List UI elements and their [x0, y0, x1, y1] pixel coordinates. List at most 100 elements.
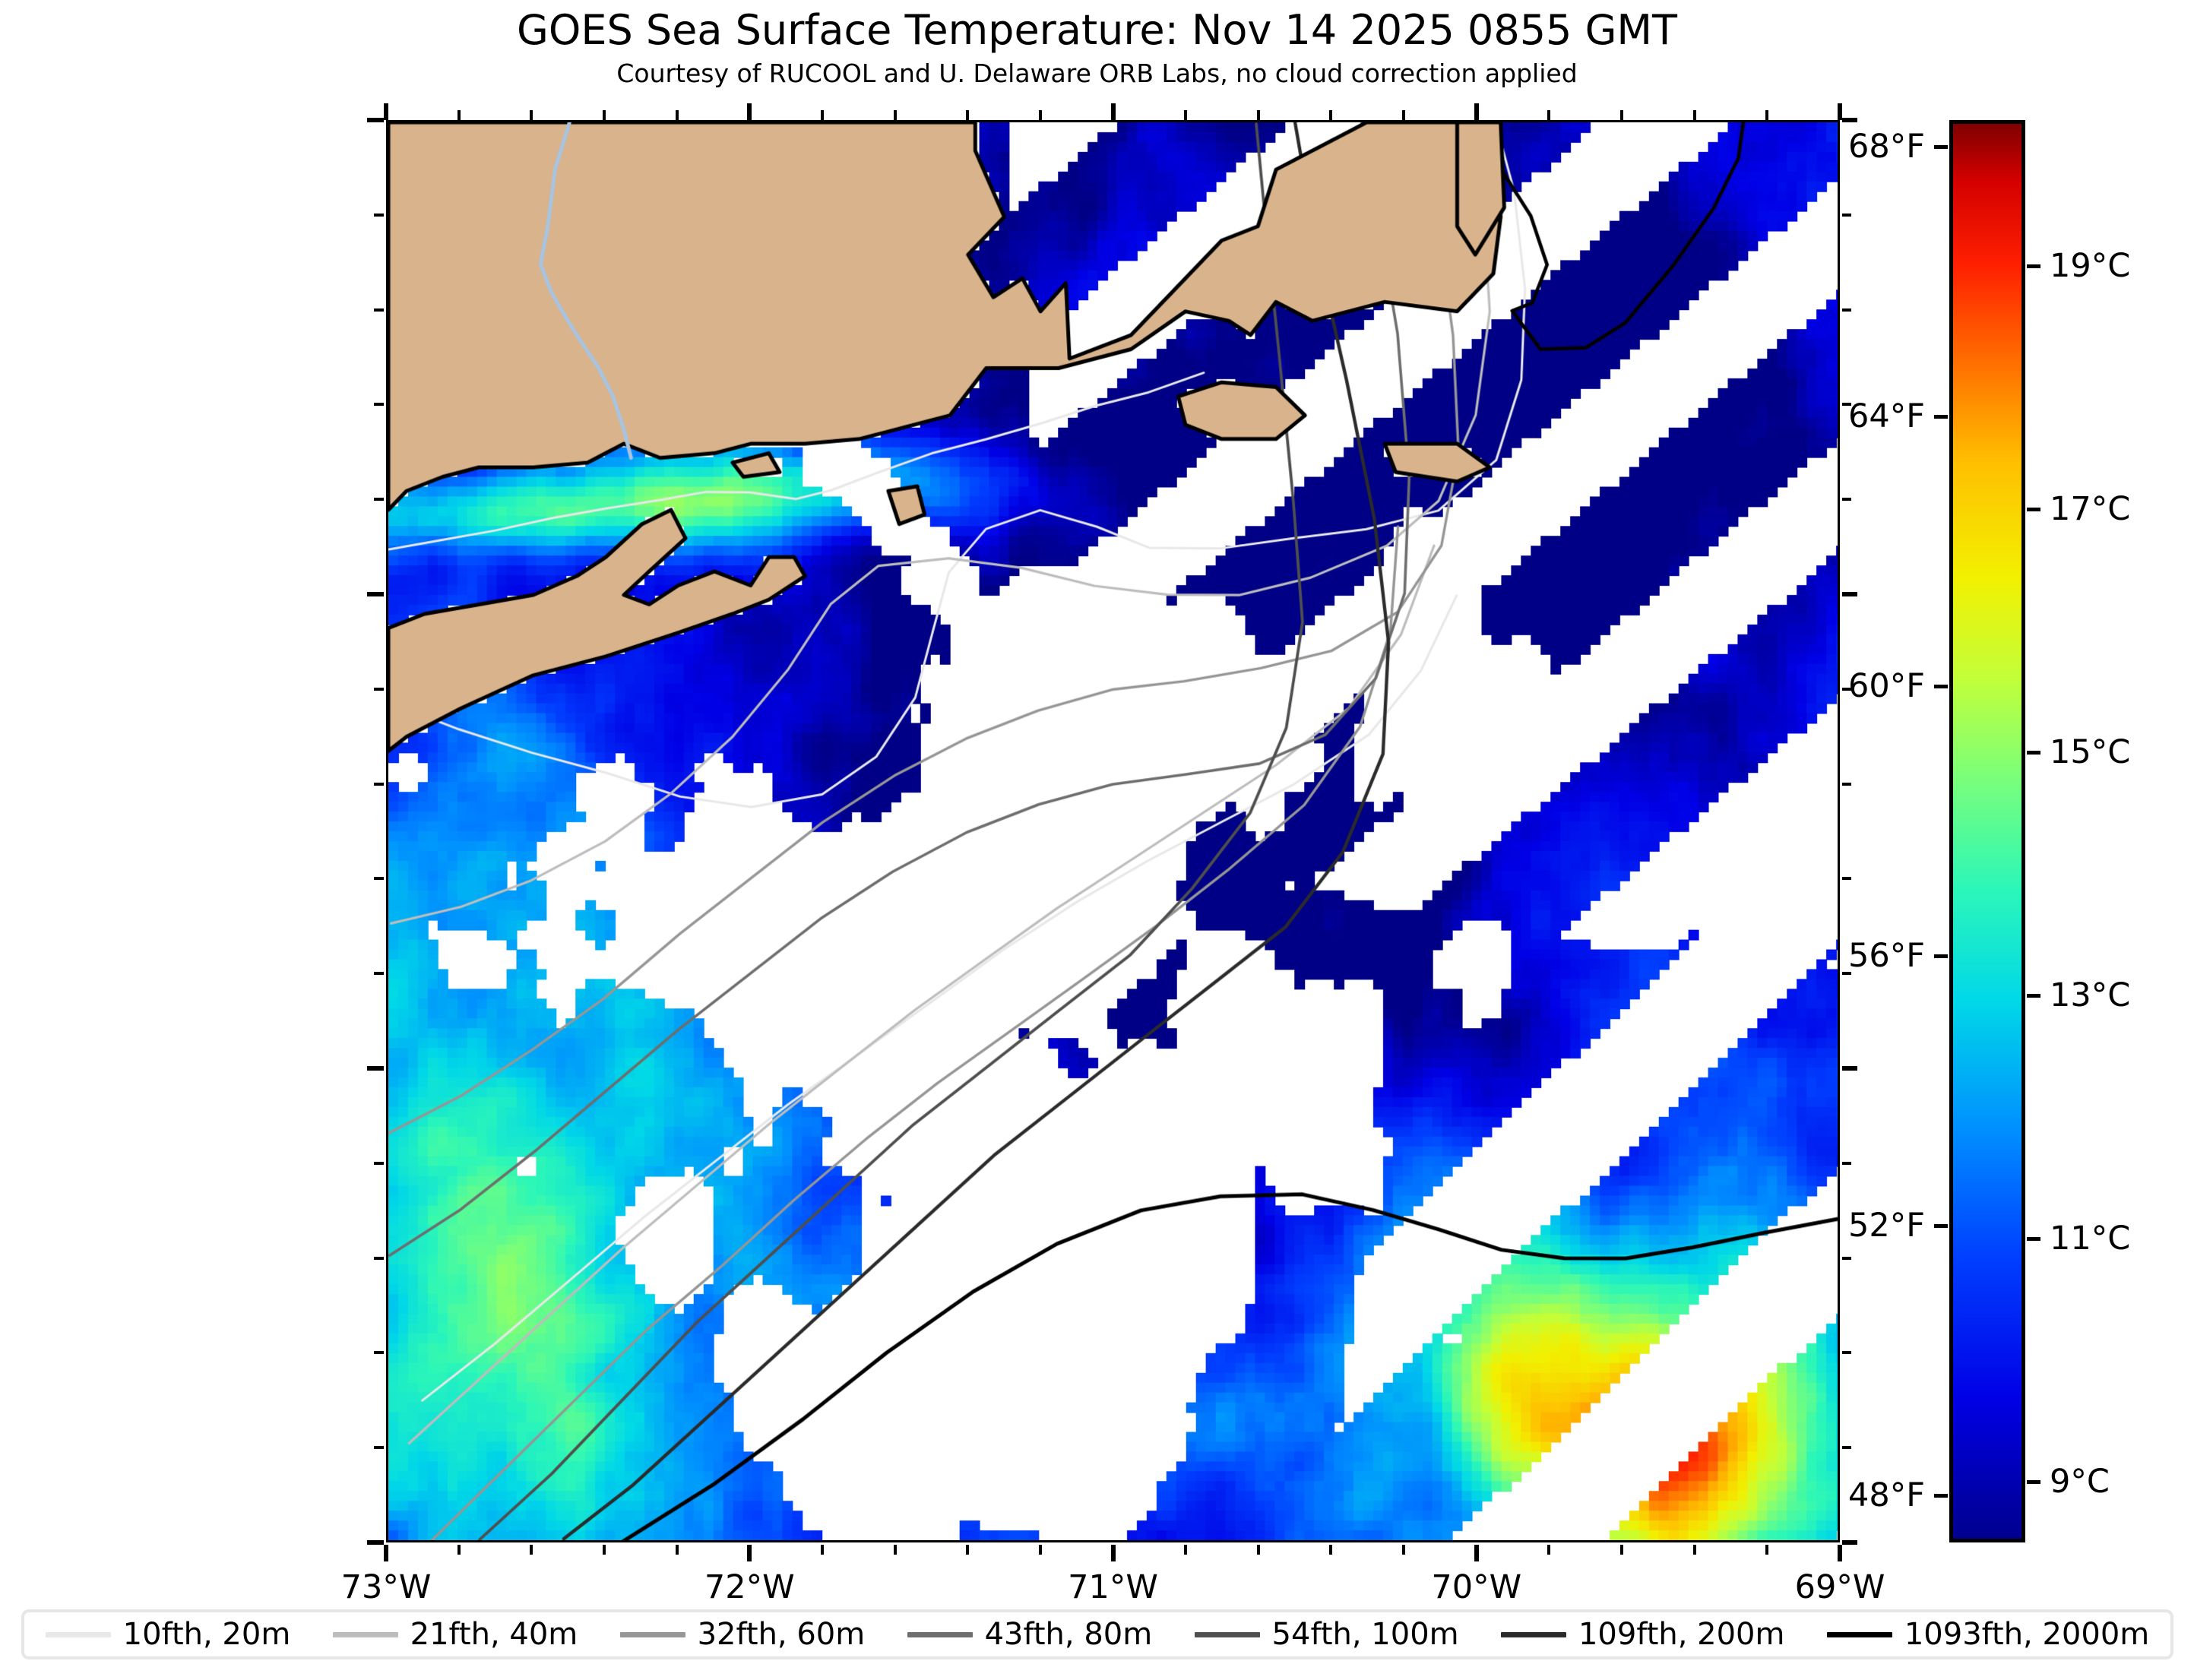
y-tick-minor	[374, 687, 384, 691]
x-tick-minor	[893, 1545, 897, 1555]
colorbar-label-c: 11°C	[2050, 1220, 2131, 1258]
x-tick-minor	[1620, 1545, 1624, 1555]
legend-item: 109fth, 200m	[1500, 1617, 1785, 1652]
x-tick-label: 70°W	[1431, 1568, 1522, 1606]
x-tick-minor	[820, 1545, 824, 1555]
y-tick-minor-right	[1842, 1161, 1851, 1165]
colorbar-tick-f	[1934, 415, 1948, 419]
colorbar-label-c: 19°C	[2050, 247, 2131, 285]
colorbar-tick-c	[2027, 751, 2040, 755]
legend-item-label: 43fth, 80m	[984, 1617, 1153, 1652]
y-tick-minor-right	[1842, 972, 1851, 976]
x-tick-major-top	[1838, 103, 1842, 120]
x-tick-minor-top	[1184, 110, 1188, 120]
x-tick-minor-top	[1620, 110, 1624, 120]
y-tick-minor-right	[1842, 687, 1851, 691]
x-tick-major	[1110, 1545, 1116, 1561]
x-tick-minor	[1402, 1545, 1406, 1555]
y-tick-minor	[374, 1256, 384, 1260]
colorbar-tick-f	[1934, 954, 1948, 959]
legend-item: 10fth, 20m	[45, 1617, 291, 1652]
x-tick-major-top	[384, 103, 388, 120]
x-tick-minor	[1329, 1545, 1333, 1555]
bathymetry-contour-swatch	[1500, 1631, 1566, 1637]
legend-item-label: 1093fth, 2000m	[1904, 1617, 2150, 1652]
colorbar-label-f: 60°F	[1848, 667, 1925, 706]
y-tick-minor-right	[1842, 213, 1851, 217]
y-tick-minor	[374, 972, 384, 976]
colorbar-label-f: 68°F	[1848, 128, 1925, 166]
x-tick-minor-top	[1765, 110, 1769, 120]
legend-item: 21fth, 40m	[332, 1617, 578, 1652]
y-tick-minor	[374, 403, 384, 407]
x-tick-minor	[1256, 1545, 1260, 1555]
colorbar-label-f: 48°F	[1848, 1476, 1925, 1514]
x-tick-major-top	[1474, 103, 1479, 120]
y-tick-minor	[374, 782, 384, 786]
x-tick-minor	[966, 1545, 970, 1555]
y-tick-minor-right	[1842, 1256, 1851, 1260]
y-tick-major-right	[1842, 1066, 1857, 1071]
y-tick-major	[367, 1066, 384, 1071]
bathymetry-contour-swatch	[45, 1631, 111, 1637]
bathymetry-contour-swatch	[1826, 1631, 1892, 1637]
colorbar-tick-f	[1934, 1493, 1948, 1498]
x-tick-minor	[530, 1545, 533, 1555]
legend-item: 43fth, 80m	[907, 1617, 1153, 1652]
legend-item-label: 10fth, 20m	[122, 1617, 291, 1652]
x-tick-minor	[675, 1545, 679, 1555]
bathymetry-contour-swatch	[1194, 1631, 1260, 1637]
x-tick-major	[747, 1545, 752, 1561]
page-subtitle: Courtesy of RUCOOL and U. Delaware ORB L…	[616, 59, 1578, 88]
colorbar-tick-c	[2027, 1480, 2040, 1484]
sst-map-plot[interactable]	[386, 120, 1840, 1542]
y-tick-major-right	[1842, 118, 1857, 122]
bathymetry-contour-swatch	[332, 1631, 398, 1637]
colorbar-label-c: 17°C	[2050, 490, 2131, 528]
y-tick-minor-right	[1842, 877, 1851, 881]
y-tick-minor-right	[1842, 498, 1851, 501]
legend-item-label: 21fth, 40m	[410, 1617, 578, 1652]
colorbar-label-f: 56°F	[1848, 937, 1925, 976]
x-tick-minor-top	[675, 110, 679, 120]
x-tick-minor	[1184, 1545, 1188, 1555]
colorbar-tick-c	[2027, 264, 2040, 268]
y-tick-minor	[374, 308, 384, 312]
x-tick-label: 69°W	[1794, 1568, 1885, 1606]
x-tick-minor	[1692, 1545, 1696, 1555]
y-tick-major-right	[1842, 1540, 1857, 1545]
y-tick-minor-right	[1842, 782, 1851, 786]
x-tick-minor-top	[530, 110, 533, 120]
x-tick-minor-top	[1402, 110, 1406, 120]
x-tick-label: 72°W	[704, 1568, 795, 1606]
y-tick-major	[367, 118, 384, 122]
x-tick-minor	[1765, 1545, 1769, 1555]
legend-item-label: 32fth, 60m	[697, 1617, 866, 1652]
x-tick-major-top	[747, 103, 752, 120]
legend-item-label: 109fth, 200m	[1578, 1617, 1785, 1652]
x-tick-minor-top	[457, 110, 461, 120]
colorbar-tick-f	[1934, 1224, 1948, 1228]
sst-heatmap-canvas	[388, 122, 1838, 1540]
colorbar-tick-f	[1934, 685, 1948, 689]
x-tick-major	[1838, 1545, 1842, 1561]
x-tick-major	[384, 1545, 388, 1561]
colorbar-label-f: 52°F	[1848, 1207, 1925, 1245]
bathymetry-contour-swatch	[907, 1631, 973, 1637]
title-block: GOES Sea Surface Temperature: Nov 14 202…	[0, 0, 2194, 88]
colorbar-label-f: 64°F	[1848, 397, 1925, 436]
x-tick-minor-top	[966, 110, 970, 120]
x-tick-minor-top	[1692, 110, 1696, 120]
colorbar-label-c: 15°C	[2050, 733, 2131, 771]
colorbar-tick-c	[2027, 1237, 2040, 1241]
colorbar-tick-c	[2027, 508, 2040, 511]
bathymetry-legend: 10fth, 20m 21fth, 40m 32fth, 60m 43fth, 80m…	[21, 1609, 2173, 1659]
y-tick-minor	[374, 1161, 384, 1165]
y-tick-minor-right	[1842, 308, 1851, 312]
y-tick-minor-right	[1842, 403, 1851, 407]
colorbar-label-c: 13°C	[2050, 976, 2131, 1014]
y-tick-minor	[374, 1351, 384, 1355]
y-tick-minor	[374, 213, 384, 217]
legend-item: 54fth, 100m	[1194, 1617, 1459, 1652]
y-tick-minor	[374, 1446, 384, 1450]
